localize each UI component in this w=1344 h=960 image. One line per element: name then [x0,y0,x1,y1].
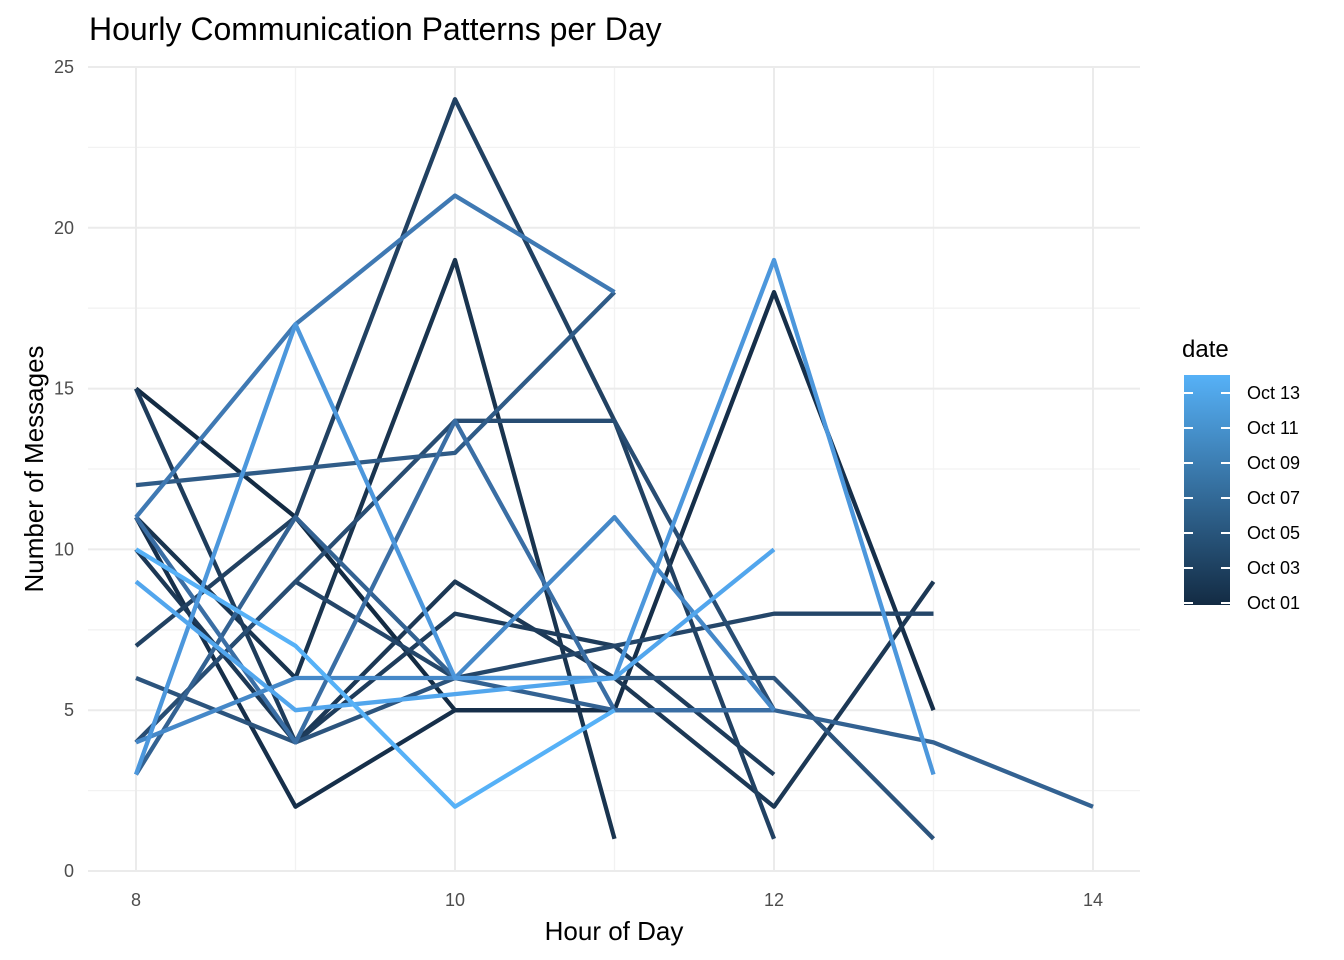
y-tick-label: 0 [64,861,74,881]
legend-label: Oct 13 [1247,383,1300,403]
x-axis-ticks: 8 10 12 14 [131,890,1103,910]
legend-labels: Oct 13 Oct 11 Oct 09 Oct 07 Oct 05 Oct 03 Oct … [1247,383,1300,613]
y-tick-label: 15 [54,379,74,399]
y-tick-label: 10 [54,539,74,559]
y-axis-title: Number of Messages [19,345,49,592]
series-line [134,193,616,519]
legend-label: Oct 03 [1247,558,1300,578]
x-tick-label: 12 [764,890,784,910]
series-lines [133,97,1094,841]
series-line [134,547,776,713]
series-line [133,257,936,776]
y-tick-label: 5 [64,700,74,720]
y-axis-ticks: 0 5 10 15 20 25 [54,57,74,881]
chart-title: Hourly Communication Patterns per Day [89,11,662,47]
x-tick-label: 14 [1083,890,1103,910]
legend-label: Oct 05 [1247,523,1300,543]
legend-label: Oct 01 [1247,593,1300,613]
series-line [135,290,617,488]
series-line [134,97,777,840]
y-tick-label: 20 [54,218,74,238]
series-line [134,547,616,809]
x-tick-label: 10 [445,890,465,910]
major-gridlines [88,66,1140,872]
legend-label: Oct 09 [1247,453,1300,473]
legend-label: Oct 07 [1247,488,1300,508]
legend-label: Oct 11 [1247,418,1299,438]
series-line [134,289,936,809]
x-axis-title: Hour of Day [545,916,684,946]
x-tick-label: 8 [131,890,141,910]
legend-colorbar-ticks [1184,392,1230,604]
series-line [134,387,776,777]
legend-colorbar [1184,375,1230,605]
legend-title: date [1182,336,1229,363]
y-tick-label: 25 [54,57,74,77]
legend: date Oct 13 Oct 11 Oct 09 Oct 07 Oct 05 Oct 0… [1182,336,1300,613]
